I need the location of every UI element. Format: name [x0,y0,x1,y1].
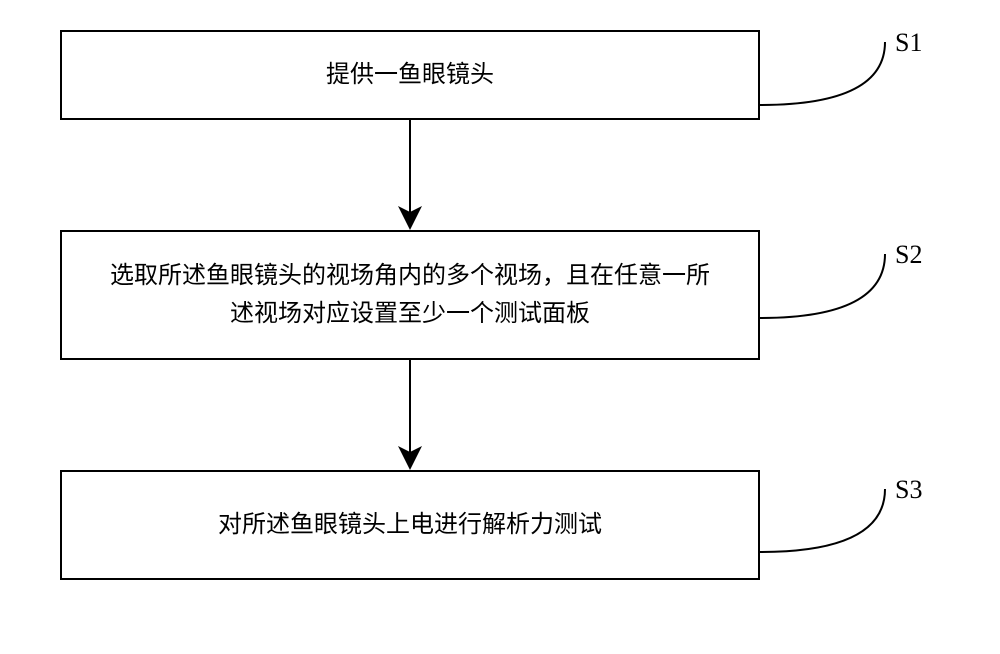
step-label-s3: S3 [895,475,922,505]
step-label-s1: S1 [895,28,922,58]
flow-node-s2-text: 选取所述鱼眼镜头的视场角内的多个视场，且在任意一所 述视场对应设置至少一个测试面… [110,257,710,334]
flow-node-s3: 对所述鱼眼镜头上电进行解析力测试 [60,470,760,580]
flow-node-s3-text: 对所述鱼眼镜头上电进行解析力测试 [218,506,602,544]
step-label-s2: S2 [895,240,922,270]
flow-node-s2: 选取所述鱼眼镜头的视场角内的多个视场，且在任意一所 述视场对应设置至少一个测试面… [60,230,760,360]
flow-node-s1: 提供一鱼眼镜头 [60,30,760,120]
callout-group [760,42,885,552]
flow-node-s1-text: 提供一鱼眼镜头 [326,56,494,94]
